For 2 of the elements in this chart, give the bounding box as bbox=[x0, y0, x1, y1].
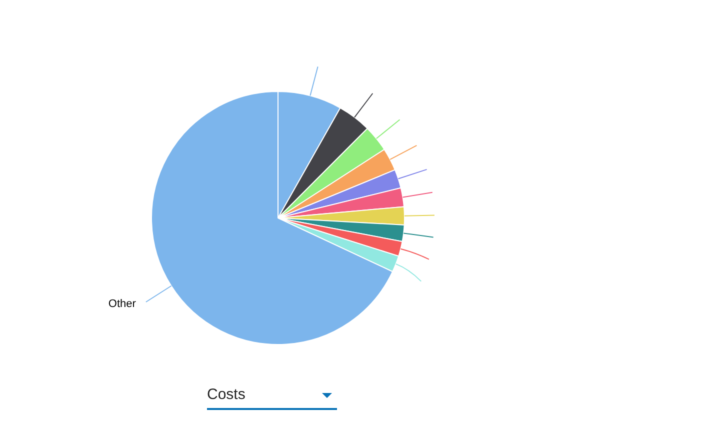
slice-label: Other bbox=[108, 298, 136, 310]
dropdown-field: Costs bbox=[207, 382, 337, 410]
